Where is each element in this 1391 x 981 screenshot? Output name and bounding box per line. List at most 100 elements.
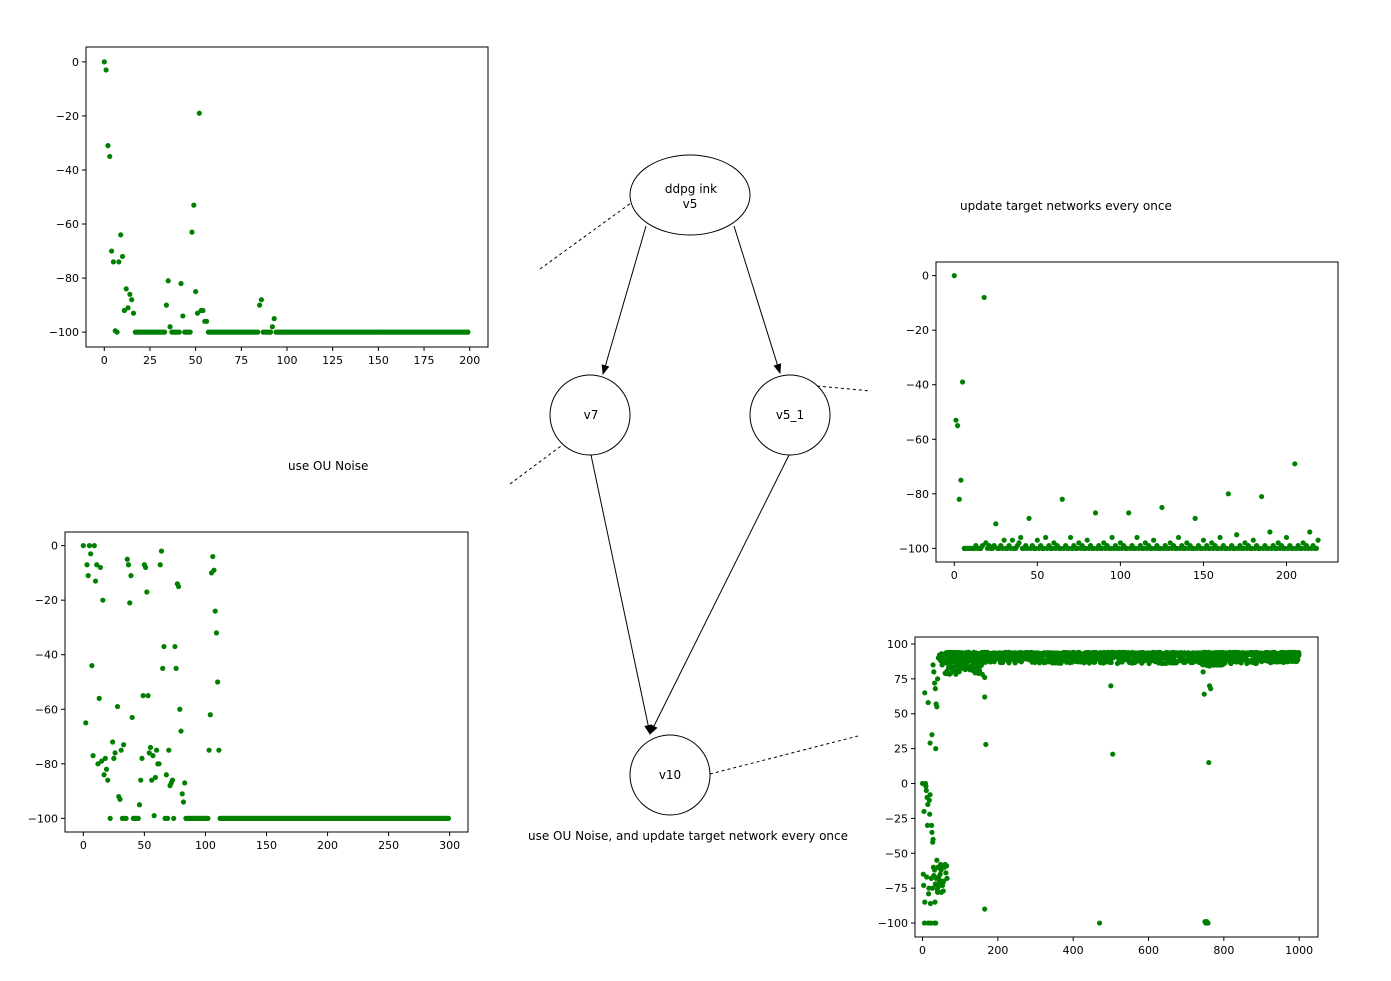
plot-frame (914, 636, 1319, 938)
data-point (1192, 515, 1198, 521)
data-point (101, 772, 107, 778)
data-point (932, 899, 938, 905)
data-point (191, 202, 197, 208)
x-tick-label: 600 (1138, 944, 1159, 957)
chart-v10-scatter: 0 200 400 600 800 1000 100 75 50 25 0 −25 −50 −75 −100 (878, 636, 1319, 957)
data-point (1009, 537, 1016, 543)
data-point (959, 379, 966, 385)
note-v10: use OU Noise, and update target network … (528, 829, 848, 843)
x-tick-label: 50 (1030, 569, 1044, 582)
connector-v10 (709, 735, 859, 775)
x-tick-label: 0 (80, 839, 87, 852)
data-point (108, 248, 115, 254)
data-point (929, 732, 935, 738)
data-point (267, 329, 274, 335)
data-point (105, 777, 111, 783)
data-point (105, 143, 111, 149)
chart-v5-scatter: 0 25 50 75 100 125 150 175 200 0 −20 −40 −60 −80 −100 (49, 46, 489, 367)
data-point (937, 871, 943, 877)
data-point (118, 747, 124, 753)
y-tick-label: −25 (885, 812, 908, 825)
plot-frame (85, 46, 489, 348)
edge-v7-v10 (590, 454, 653, 735)
y-tick-label: −100 (28, 812, 58, 825)
y-tick-label: 25 (894, 743, 908, 756)
data-point (269, 324, 275, 330)
x-tick-label: 0 (919, 944, 926, 957)
note-v7: use OU Noise (288, 459, 368, 473)
data-point (934, 676, 941, 682)
y-tick-label: −100 (878, 917, 908, 930)
data-point (180, 313, 186, 319)
data-point (1206, 759, 1212, 766)
data-point (86, 543, 93, 549)
data-point (121, 742, 127, 748)
data-point (215, 679, 221, 685)
data-point (1221, 657, 1227, 663)
data-point (944, 875, 950, 881)
data-point (101, 59, 107, 65)
data-point (110, 739, 116, 745)
data-point (925, 699, 931, 706)
data-point (172, 643, 178, 650)
data-point (1067, 534, 1074, 541)
data-point (951, 273, 957, 279)
data-point (163, 302, 169, 308)
data-point (445, 815, 452, 821)
data-point (84, 562, 90, 568)
data-point (157, 562, 163, 568)
data-point (127, 291, 133, 297)
y-tick-label: 100 (887, 638, 908, 651)
data-point (127, 600, 133, 606)
data-point (100, 597, 106, 603)
y-tick-label: −20 (35, 594, 58, 607)
data-point (1205, 920, 1211, 926)
data-point (176, 329, 182, 335)
connector-v7 (509, 445, 562, 485)
data-point (89, 663, 95, 669)
data-point (178, 728, 184, 734)
data-point (930, 836, 936, 842)
data-point (177, 706, 183, 712)
data-point (929, 885, 935, 891)
data-point (160, 665, 166, 671)
y-tick-label: −40 (35, 649, 58, 662)
data-point (993, 521, 999, 527)
data-point (922, 690, 928, 696)
data-point (956, 496, 962, 502)
x-tick-label: 50 (189, 354, 203, 367)
data-point (926, 797, 932, 803)
data-point (213, 630, 220, 636)
y-tick-label: −40 (56, 164, 79, 177)
data-point (978, 662, 984, 669)
data-point (979, 671, 986, 678)
chart-v5_1-scatter: 0 50 100 150 200 0 −20 −40 −60 −80 −100 (899, 261, 1339, 582)
data-point (83, 720, 89, 726)
x-tick-label: 400 (1063, 944, 1084, 957)
data-point (94, 562, 100, 568)
data-point (983, 741, 989, 748)
data-point (981, 294, 987, 301)
data-point (1315, 537, 1321, 543)
data-point (1018, 534, 1024, 541)
edge-v5-v5_1 (733, 225, 782, 374)
data-point (125, 305, 131, 311)
data-point (1283, 534, 1290, 541)
data-point (931, 669, 937, 675)
data-point (924, 874, 930, 880)
data-point (1092, 510, 1099, 516)
data-point (925, 891, 932, 897)
x-tick-label: 175 (414, 354, 435, 367)
data-point (1292, 461, 1298, 467)
edges (590, 225, 790, 735)
data-point (95, 761, 101, 767)
plot-frame (935, 261, 1339, 563)
data-point (1086, 660, 1092, 666)
node-v5-shape (629, 154, 751, 236)
data-point (204, 318, 210, 324)
data-point (161, 643, 167, 650)
data-point (927, 740, 933, 746)
data-points (951, 273, 1321, 551)
data-point (147, 744, 154, 751)
data-point (258, 297, 265, 303)
